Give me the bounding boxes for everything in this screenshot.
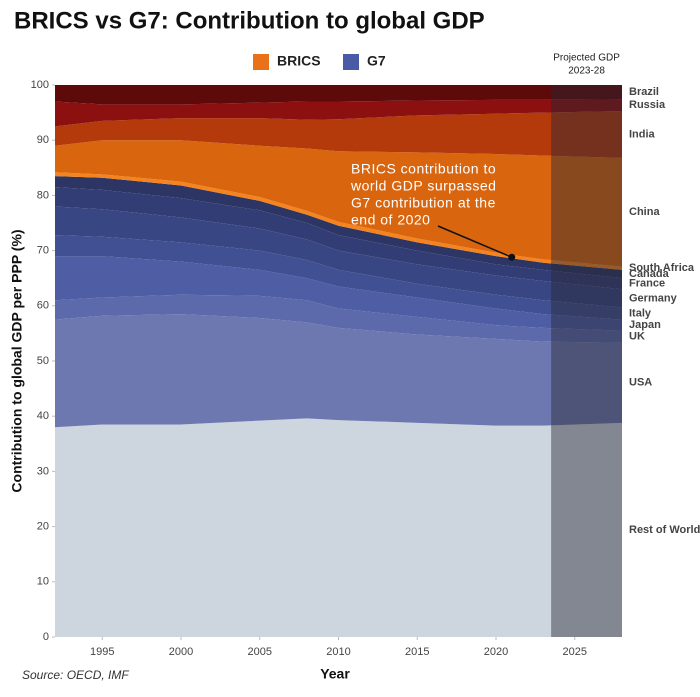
annotation-text: world GDP surpassed xyxy=(350,178,496,194)
x-tick-label: 1995 xyxy=(90,646,114,658)
y-tick-label: 10 xyxy=(37,576,49,588)
legend-label: G7 xyxy=(367,53,386,69)
x-tick-label: 2005 xyxy=(248,646,272,658)
y-tick-label: 0 xyxy=(43,631,49,643)
source: Source: OECD, IMF xyxy=(22,668,129,682)
x-tick-label: 2020 xyxy=(484,646,508,658)
y-tick-label: 50 xyxy=(37,355,49,367)
x-tick-label: 2015 xyxy=(405,646,429,658)
x-tick-label: 2025 xyxy=(563,646,587,658)
y-tick-label: 60 xyxy=(37,300,49,312)
series-label: USA xyxy=(629,377,652,389)
series-label: China xyxy=(629,206,660,218)
x-tick-label: 2000 xyxy=(169,646,193,658)
series-label: Rest of World xyxy=(629,524,700,536)
annotation-point xyxy=(508,253,516,261)
annotation-text: G7 contribution at the xyxy=(351,195,496,211)
annotation-arrow xyxy=(437,225,513,258)
annotation-text: end of 2020 xyxy=(351,212,430,228)
y-tick-label: 40 xyxy=(37,410,49,422)
y-tick-label: 20 xyxy=(37,521,49,533)
area xyxy=(55,85,622,105)
series-label: Japan xyxy=(629,319,661,331)
series-label: South Africa xyxy=(629,262,695,274)
series-label: Brazil xyxy=(629,86,659,98)
area xyxy=(55,176,622,279)
series-label: UK xyxy=(629,331,645,343)
series-label: France xyxy=(629,278,665,290)
area xyxy=(55,110,622,158)
legend-swatch xyxy=(343,54,359,70)
series-label: India xyxy=(629,128,656,140)
legend-label: BRICS xyxy=(277,53,321,69)
annotation-text: BRICS contribution to xyxy=(351,161,496,177)
x-tick-label: 2010 xyxy=(326,646,350,658)
area xyxy=(55,187,622,290)
area xyxy=(55,418,622,637)
series-label: Canada xyxy=(629,268,670,280)
y-tick-label: 70 xyxy=(37,245,49,257)
legend-swatch xyxy=(253,54,269,70)
area xyxy=(55,294,622,343)
projection-shade xyxy=(551,85,622,637)
area xyxy=(55,314,622,428)
area xyxy=(55,206,622,308)
area xyxy=(55,140,622,267)
x-axis-title: Year xyxy=(320,666,350,682)
chart-title: BRICS vs G7: Contribution to global GDP xyxy=(14,7,485,34)
y-tick-label: 100 xyxy=(31,79,49,91)
series-label: Germany xyxy=(629,292,678,304)
area xyxy=(55,99,622,127)
area xyxy=(55,235,622,320)
projection-label: Projected GDP xyxy=(553,53,620,64)
y-tick-label: 80 xyxy=(37,189,49,201)
y-axis-title: Contribution to global GDP per PPP (%) xyxy=(9,229,25,492)
area xyxy=(55,256,622,331)
projection-label: 2023-28 xyxy=(568,66,605,77)
y-tick-label: 90 xyxy=(37,134,49,146)
series-label: Italy xyxy=(629,307,652,319)
y-tick-label: 30 xyxy=(37,465,49,477)
series-label: Russia xyxy=(629,99,666,111)
